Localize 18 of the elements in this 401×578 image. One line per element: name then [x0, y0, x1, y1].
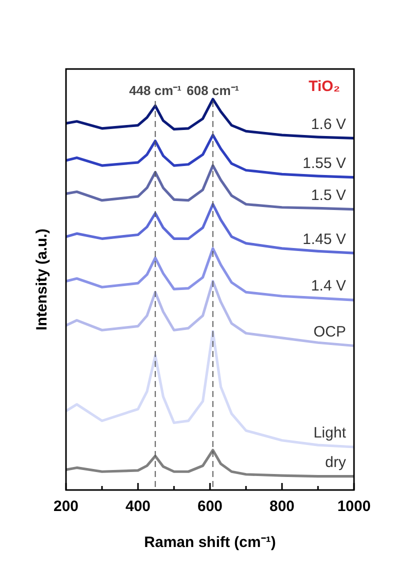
x-tick-label: 400 [125, 498, 151, 516]
x-axis-title: Raman shift (cm⁻¹) [144, 534, 276, 552]
ref-line-label: 608 cm⁻¹ [186, 83, 240, 98]
text: TiO₂ [308, 78, 340, 95]
series-label: Light [313, 424, 347, 442]
x-tick-label: 1000 [337, 498, 371, 516]
x-tick-label: 800 [269, 498, 295, 516]
x-tick-label: 600 [197, 498, 223, 516]
ref-line-label: 448 cm⁻¹ [129, 83, 182, 98]
y-axis-title: Intensity (a.u.) [34, 228, 51, 330]
series-label: 1.4 V [310, 278, 346, 295]
series-label: dry [325, 454, 346, 471]
series-label: 1.6 V [310, 116, 346, 133]
x-tick-label: 200 [53, 498, 79, 516]
series-label: 1.5 V [310, 186, 346, 204]
series-label: 1.45 V [302, 230, 346, 248]
series-label: 1.55 V [302, 154, 346, 172]
series-label: OCP [313, 323, 346, 340]
